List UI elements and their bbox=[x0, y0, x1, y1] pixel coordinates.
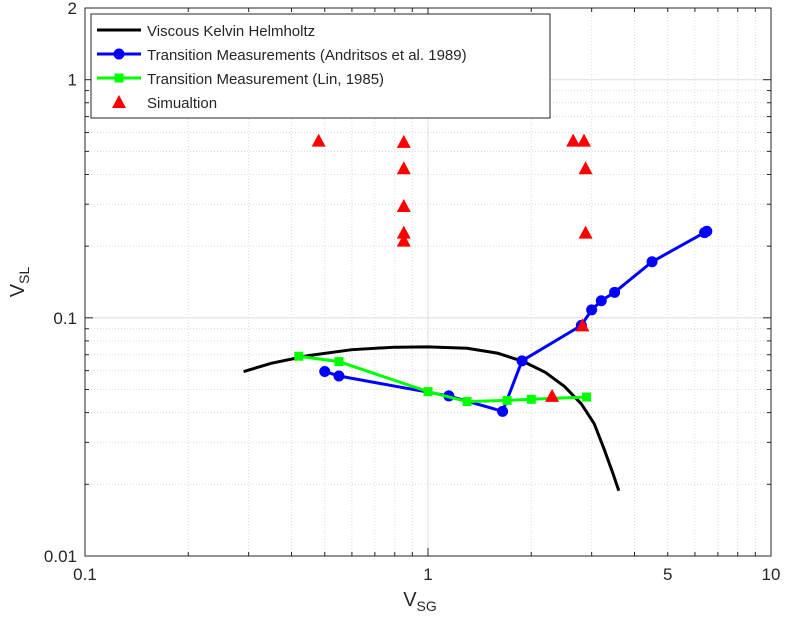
legend-label: Transition Measurements (Andritsos et al… bbox=[147, 47, 467, 64]
data-point bbox=[396, 134, 411, 148]
legend-entry: Simualtion bbox=[112, 95, 217, 112]
data-point bbox=[526, 394, 536, 404]
data-point bbox=[609, 286, 621, 298]
x-tick-label: 1 bbox=[423, 565, 432, 584]
data-point bbox=[545, 388, 560, 402]
y-axis-label: VSL bbox=[7, 267, 32, 298]
legend-swatch-marker bbox=[112, 95, 126, 108]
legend-swatch-marker bbox=[114, 73, 124, 83]
data-point bbox=[423, 387, 433, 397]
series-1 bbox=[319, 225, 713, 417]
y-tick-label: 1 bbox=[68, 71, 77, 90]
data-point bbox=[516, 355, 528, 367]
legend-entry: Viscous Kelvin Helmholtz bbox=[97, 23, 315, 40]
x-tick-label: 5 bbox=[663, 565, 672, 584]
data-point bbox=[462, 397, 472, 407]
series-2 bbox=[294, 351, 592, 407]
series-3 bbox=[311, 133, 593, 402]
data-point bbox=[701, 225, 713, 237]
legend-entry: Transition Measurement (Lin, 1985) bbox=[97, 71, 384, 88]
data-point bbox=[497, 405, 509, 417]
data-point bbox=[311, 133, 326, 147]
legend-swatch-marker bbox=[113, 48, 125, 60]
data-point bbox=[578, 161, 593, 175]
series-line bbox=[243, 345, 621, 492]
data-point bbox=[396, 225, 411, 239]
legend-entry: Transition Measurements (Andritsos et al… bbox=[97, 47, 467, 64]
data-point bbox=[575, 318, 590, 332]
tick-labels: 0.1 1 5 100.010.112 bbox=[44, 0, 781, 584]
data-point bbox=[294, 351, 304, 361]
legend-label: Viscous Kelvin Helmholtz bbox=[147, 23, 315, 40]
data-point bbox=[578, 225, 593, 239]
data-point bbox=[502, 395, 512, 405]
data-point bbox=[595, 295, 607, 307]
data-point bbox=[582, 392, 592, 402]
x-axis-label: VSG bbox=[403, 589, 437, 614]
plot-area bbox=[243, 133, 713, 492]
data-point bbox=[319, 366, 331, 378]
y-tick-label: 0.1 bbox=[53, 309, 77, 328]
data-point bbox=[586, 304, 598, 316]
y-tick-label: 2 bbox=[68, 0, 77, 18]
legend-label: Transition Measurement (Lin, 1985) bbox=[147, 71, 384, 88]
data-point bbox=[566, 133, 581, 147]
x-tick-label: 10 bbox=[762, 565, 781, 584]
data-point bbox=[396, 233, 411, 247]
y-tick-label: 0.01 bbox=[44, 547, 77, 566]
x-tick-label: 0.1 bbox=[73, 565, 97, 584]
legend-label: Simualtion bbox=[147, 95, 217, 112]
legend: Viscous Kelvin Helmholtz Transition Measu… bbox=[90, 13, 551, 119]
data-point bbox=[646, 256, 658, 268]
legend-box bbox=[90, 13, 551, 119]
data-point bbox=[577, 133, 592, 147]
data-point bbox=[334, 357, 344, 367]
data-point bbox=[396, 161, 411, 175]
data-point bbox=[333, 370, 345, 382]
series-0 bbox=[243, 345, 621, 492]
axis-ticks bbox=[84, 7, 771, 557]
data-point bbox=[396, 198, 411, 212]
